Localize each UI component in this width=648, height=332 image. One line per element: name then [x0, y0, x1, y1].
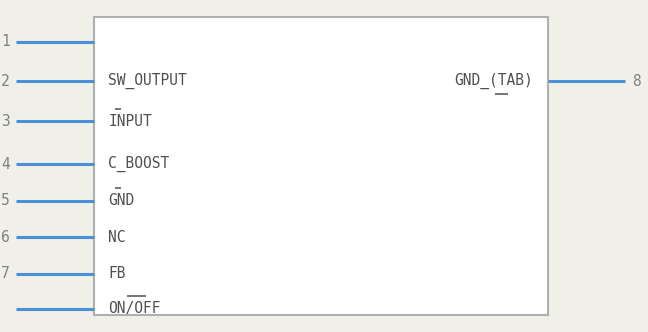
- Bar: [94, 17, 548, 315]
- Text: 6: 6: [1, 230, 10, 245]
- Text: 8: 8: [632, 74, 641, 89]
- Text: SW_OUTPUT: SW_OUTPUT: [108, 73, 187, 89]
- Text: NC: NC: [108, 230, 126, 245]
- Text: 1: 1: [1, 34, 10, 49]
- Text: ON/OFF: ON/OFF: [108, 301, 161, 316]
- Text: 3: 3: [1, 114, 10, 129]
- Text: GND: GND: [108, 193, 135, 208]
- Text: C_BOOST: C_BOOST: [108, 156, 170, 172]
- Text: 5: 5: [1, 193, 10, 208]
- Text: 2: 2: [1, 74, 10, 89]
- Text: 4: 4: [1, 157, 10, 172]
- Text: 7: 7: [1, 266, 10, 282]
- Text: GND_(TAB): GND_(TAB): [454, 73, 533, 89]
- Text: FB: FB: [108, 266, 126, 282]
- Text: INPUT: INPUT: [108, 114, 152, 129]
